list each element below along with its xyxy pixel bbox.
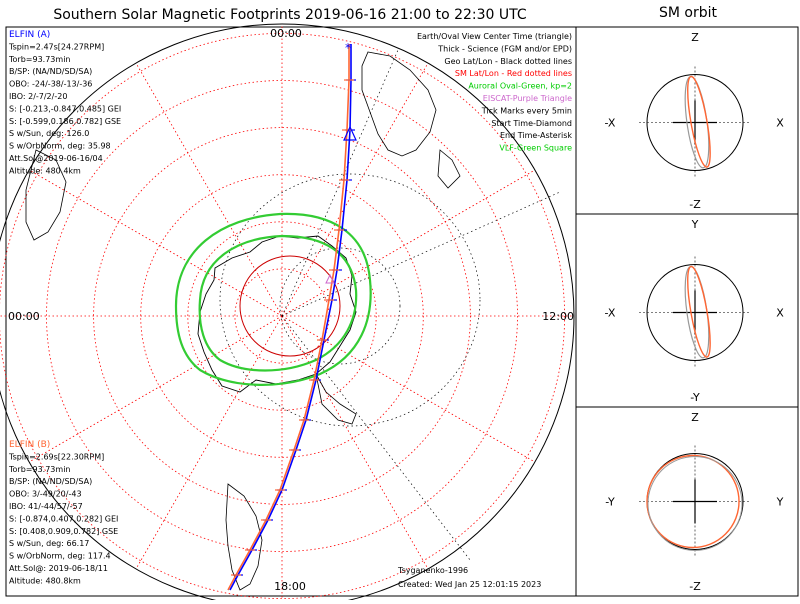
elfin-a-line: Tspin=2.47s[24.27RPM] [8, 42, 104, 51]
elfin-a-line: S: [-0.599,0.186,0.782] GSE [9, 117, 121, 126]
elfin-a-end-asterisk: * [345, 41, 351, 55]
elfin-b-line: Tspin=2.69s[22.30RPM] [8, 452, 104, 461]
elfin-b-track [227, 44, 350, 591]
legend: Earth/Oval View Center Time (triangle) Th… [417, 32, 572, 153]
legend-entry: EISCAT-Purple Triangle [483, 94, 572, 103]
orbit-b [687, 75, 711, 168]
earth-circle [646, 74, 744, 171]
orbit-axis-label-right: X [776, 117, 784, 130]
sm-ring-30 [0, 33, 565, 599]
legend-entry: VLF-Green Square [499, 144, 572, 153]
elfin-b-info: ELFIN (B) Tspin=2.69s[22.30RPM] Torb=93.73… [8, 440, 118, 585]
eiscat-triangle [325, 273, 335, 284]
orbit-a [647, 456, 743, 551]
orbit-panel-3: Z -Z -Y Y [575, 406, 799, 597]
mlt-spoke-14 [135, 315, 283, 570]
orbit-panels: Z -Z -X X Y -Y -X X Z -Z -Y Y [575, 26, 799, 597]
orbit-title: SM orbit [659, 5, 718, 21]
elfin-b-line: S w/OrbNorm, deg: 117.4 [9, 552, 111, 561]
elfin-b-line: S: [0.408,0.909,0.782] GSE [9, 527, 118, 536]
mlt-spoke-10 [281, 315, 429, 570]
orbit-panel-1: Z -Z -X X [575, 26, 799, 215]
legend-entry: Earth/Oval View Center Time (triangle) [417, 32, 572, 41]
elfin-b-line: S: [-0.874,0.407,0.282] GEI [9, 514, 118, 523]
elfin-a-title: ELFIN (A) [9, 30, 50, 40]
africa-outline [25, 149, 67, 241]
elfin-b-line: Altitude: 480.8km [9, 576, 81, 585]
orbit-axis-label-left: -X [605, 117, 616, 130]
elfin-a-line: Torb=93.73min [8, 55, 70, 64]
mlt-spoke-4 [281, 169, 536, 317]
legend-entry: Start Time-Diamond [491, 119, 572, 128]
auroral-oval-inner [198, 234, 358, 372]
new-zealand-outline [437, 149, 461, 189]
sm-ring-40 [46, 80, 518, 552]
orbit-axis-label-left: -Y [605, 496, 615, 509]
legend-entry: Tick Marks every 5min [481, 106, 572, 115]
elfin-a-tick-marks [233, 79, 356, 576]
polar-label-bottom: 18:00 [274, 580, 306, 593]
legend-entry: Thick - Science (FGM and/or EPD) [437, 44, 572, 53]
australia-outline [361, 51, 437, 157]
elfin-a-line: S w/Sun, deg: 126.0 [9, 129, 89, 138]
elfin-a-info: ELFIN (A) Tspin=2.47s[24.27RPM] Torb=93.73… [8, 30, 121, 175]
model-label: Tsyganenko-1996 [397, 566, 468, 575]
elfin-a-track [229, 44, 352, 591]
main-title: Southern Solar Magnetic Footprints 2019-… [53, 7, 527, 23]
geo-grid [219, 49, 561, 561]
legend-entry: Auroral Oval-Green, kp=2 [468, 82, 572, 91]
earth-circle [646, 264, 744, 361]
orbit-axis-label-top: Z [691, 411, 699, 424]
orbit-axis-label-right: Y [776, 496, 784, 509]
mlt-spoke-2 [281, 62, 429, 317]
sm-pole-circle [239, 255, 341, 357]
peninsula-outline [315, 373, 357, 425]
elfin-a-line: Att.Sol@2019-06-16/04 [9, 154, 103, 163]
elfin-b-line: Att.Sol@: 2019-06-18/11 [9, 564, 108, 573]
auroral-oval-outer [174, 212, 372, 386]
view-center-triangle [343, 125, 357, 141]
legend-entry: SM Lat/Lon - Red dotted lines [455, 69, 572, 78]
south-america-outline [225, 483, 263, 591]
orbit-axis-label-bottom: -Y [690, 391, 700, 404]
orbit-b [687, 265, 711, 358]
orbit-axis-label-bottom: -Z [689, 198, 701, 211]
outer-boundary-circle [0, 23, 575, 604]
sm-ring-70 [187, 221, 377, 411]
orbit-frame [575, 406, 799, 597]
elfin-a-line: OBO: -24/-38/-13/-36 [9, 80, 92, 89]
elfin-b-tick-marks [231, 79, 354, 576]
elfin-a-line: S: [-0.213,-0.847,0.485] GEI [9, 104, 121, 113]
elfin-b-line: IBO: 41/-44/57/-57 [9, 502, 83, 511]
orbit-axis-label-top: Y [691, 218, 699, 231]
mlt-spoke-22 [135, 62, 283, 317]
elfin-a-line: Altitude: 480.4km [9, 166, 81, 175]
polar-map: * 00:00 00:00 12:00 18:00 [0, 23, 575, 604]
mlt-spoke-20 [28, 169, 283, 317]
orbit-axis-label-bottom: -Z [689, 580, 701, 593]
elfin-b-line: S w/Sun, deg: 66.17 [9, 539, 89, 548]
mlt-spoke-8 [281, 315, 536, 463]
legend-entry: End Time-Asterisk [500, 131, 572, 140]
orbit-panel-2: Y -Y -X X [575, 213, 799, 408]
orbit-axis-label-left: -X [605, 307, 616, 320]
created-timestamp: Created: Wed Jan 25 12:01:15 2023 [398, 580, 541, 589]
orbit-b [646, 454, 740, 549]
legend-entry: Geo Lat/Lon - Black dotted lines [444, 57, 572, 66]
orbit-axis-label-right: X [776, 307, 784, 320]
polar-label-right: 12:00 [542, 310, 574, 323]
orbit-axis-label-top: Z [691, 31, 699, 44]
elfin-a-line: B/SP: (NA/ND/SD/SA) [9, 67, 92, 76]
polar-label-left: 00:00 [8, 310, 40, 323]
polar-label-top: 00:00 [270, 27, 302, 40]
elfin-a-line: IBO: 2/-7/2/-20 [9, 92, 67, 101]
mlt-spoke-16 [28, 315, 283, 463]
elfin-b-line: Torb=93.73min [8, 465, 70, 474]
elfin-b-title: ELFIN (B) [9, 440, 50, 450]
elfin-a-line: S w/OrbNorm, deg: 35.98 [9, 142, 111, 151]
elfin-b-line: OBO: 3/-49/20/-43 [9, 490, 82, 499]
elfin-b-line: B/SP: (NA/ND/SD/SA) [9, 477, 92, 486]
